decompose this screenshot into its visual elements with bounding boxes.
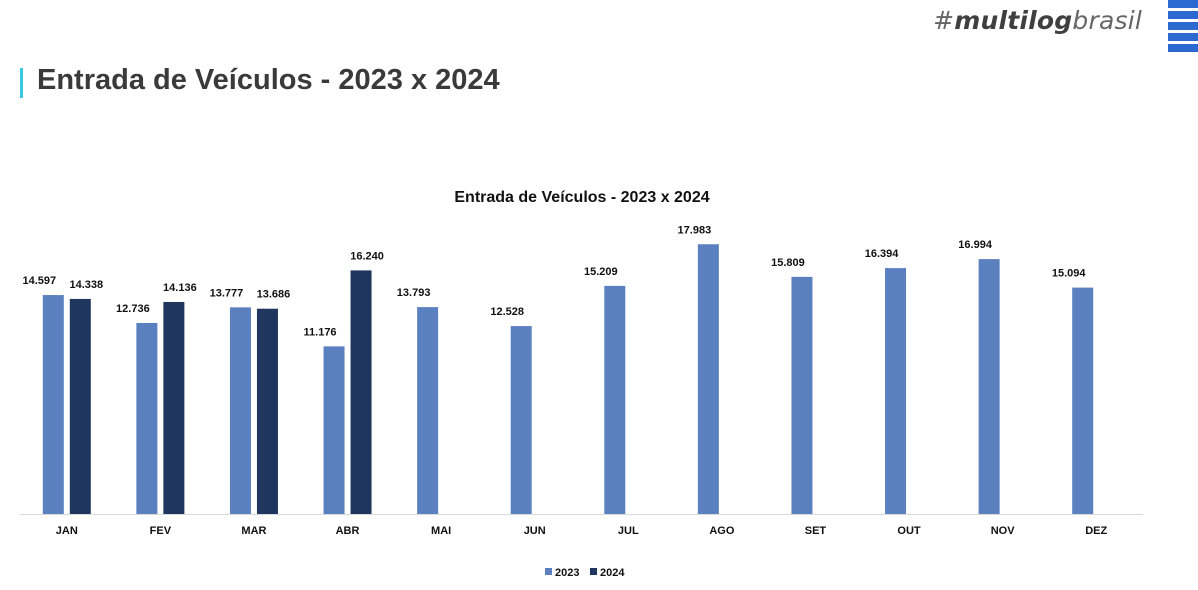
x-tick-mai: MAI (431, 525, 451, 537)
brand-hash: # (933, 6, 955, 35)
legend-label-2024: 2024 (600, 567, 625, 579)
bar-2023-jun (510, 326, 532, 514)
x-tick-mar: MAR (241, 525, 266, 537)
data-label-2024-fev: 14.136 (163, 282, 197, 294)
bar-2023-mai (417, 307, 439, 514)
data-label-2023-jan: 14.597 (22, 275, 56, 287)
chart-title: Entrada de Veículos - 2023 x 2024 (454, 189, 709, 206)
data-label-2023-nov: 16.994 (958, 239, 993, 251)
x-tick-ago: AGO (709, 525, 735, 537)
data-label-2023-mai: 13.793 (397, 287, 431, 299)
legend-label-2023: 2023 (555, 567, 579, 579)
x-tick-nov: NOV (991, 525, 1016, 537)
data-label-2024-mar: 13.686 (257, 289, 291, 301)
bar-2023-set (791, 276, 813, 514)
bar-2024-abr (350, 270, 372, 514)
x-tick-set: SET (805, 525, 827, 537)
bar-2023-dez (1072, 287, 1094, 514)
bar-2023-ago (697, 244, 719, 514)
x-tick-jun: JUN (524, 525, 546, 537)
data-label-2023-abr: 11.176 (304, 326, 337, 338)
legend-swatch-2024 (590, 568, 597, 575)
brand-stripes (1168, 0, 1198, 54)
data-label-2024-abr: 16.240 (350, 250, 384, 262)
data-label-2023-mar: 13.777 (210, 287, 244, 299)
data-label-2023-set: 15.809 (771, 257, 805, 269)
bar-2023-out (885, 268, 907, 514)
brand-logo: #multilogbrasil (933, 6, 1142, 35)
data-label-2023-ago: 17.983 (678, 224, 712, 236)
data-label-2023-out: 16.394 (865, 248, 900, 260)
data-label-2023-jun: 12.528 (490, 306, 524, 318)
bar-2023-jul (604, 285, 626, 514)
bar-2024-fev (163, 301, 185, 514)
bar-2023-mar (229, 307, 251, 514)
x-tick-fev: FEV (150, 525, 172, 537)
data-label-2024-jan: 14.338 (69, 279, 103, 291)
data-label-2023-dez: 15.094 (1052, 268, 1087, 280)
x-tick-out: OUT (897, 525, 921, 537)
x-tick-abr: ABR (336, 525, 360, 537)
data-label-2023-fev: 12.736 (116, 303, 150, 315)
bar-2023-nov (978, 259, 1000, 514)
legend-swatch-2023 (545, 568, 552, 575)
x-tick-dez: DEZ (1085, 525, 1107, 537)
bar-2024-mar (256, 308, 278, 514)
x-tick-jul: JUL (618, 525, 639, 537)
page-title: Entrada de Veículos - 2023 x 2024 (37, 64, 500, 96)
x-tick-jan: JAN (56, 525, 78, 537)
brand-bold: multilog (954, 6, 1073, 35)
brand-rest: brasil (1072, 6, 1142, 35)
bar-2023-abr (323, 346, 345, 514)
bar-2023-jan (42, 295, 64, 514)
bar-2023-fev (136, 322, 158, 514)
data-label-2023-jul: 15.209 (584, 266, 618, 278)
bar-2024-jan (69, 298, 91, 514)
title-accent-bar (20, 68, 23, 98)
